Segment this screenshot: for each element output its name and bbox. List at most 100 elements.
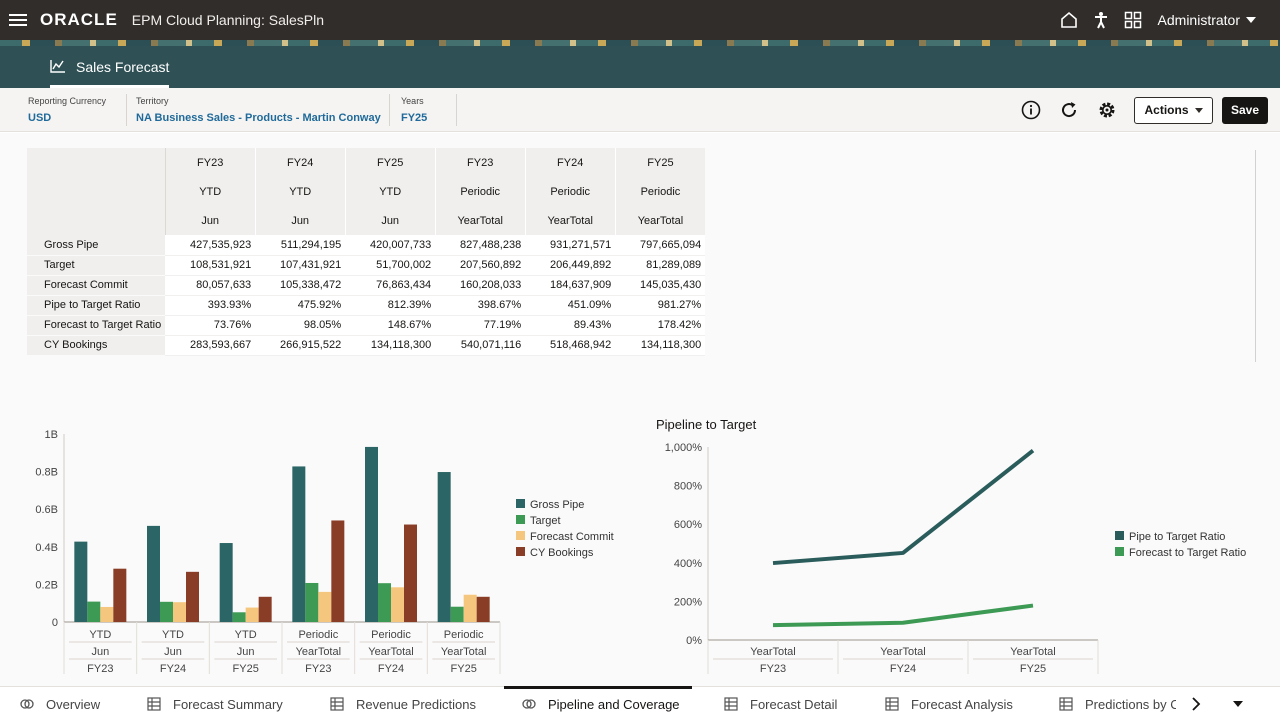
grid-column-header[interactable]: YearTotal	[524, 206, 616, 235]
grid-cell[interactable]: 89.43%	[525, 315, 616, 336]
grid-cell[interactable]: 148.67%	[345, 315, 436, 336]
tab-pipeline-and-coverage[interactable]: Pipeline and Coverage	[504, 686, 692, 720]
pov-value[interactable]: USD	[28, 112, 52, 124]
bar	[404, 524, 417, 622]
tab-forecast-summary[interactable]: Forecast Summary	[147, 687, 283, 720]
tab-sales-forecast[interactable]: Sales Forecast	[50, 46, 170, 88]
grid-row-header[interactable]: Forecast to Target Ratio	[27, 315, 166, 336]
pipeline-icon	[20, 697, 34, 711]
grid-cell[interactable]: 451.09%	[525, 295, 616, 316]
grid-column-header[interactable]: YTD	[164, 177, 256, 206]
grid-cell[interactable]: 518,468,942	[525, 335, 616, 356]
grid-cell[interactable]: 80,057,633	[165, 275, 256, 296]
pov-reporting-currency[interactable]: Reporting Currency USD	[28, 96, 106, 124]
home-icon[interactable]	[1058, 9, 1080, 31]
grid-cell[interactable]: 827,488,238	[435, 235, 526, 256]
grid-row-header[interactable]: Pipe to Target Ratio	[27, 295, 166, 316]
grid-column-header[interactable]: Periodic	[614, 177, 706, 206]
grid-cell[interactable]: 134,118,300	[345, 335, 436, 356]
save-button[interactable]: Save	[1222, 96, 1268, 124]
grid-column-header[interactable]: Periodic	[524, 177, 616, 206]
grid-cell[interactable]: 266,915,522	[255, 335, 346, 356]
grid-cell[interactable]: 393.93%	[165, 295, 256, 316]
grid-cell[interactable]: 178.42%	[615, 315, 706, 336]
tab-forecast-detail[interactable]: Forecast Detail	[724, 687, 837, 720]
grid-cell[interactable]: 51,700,002	[345, 255, 436, 276]
grid-row-header[interactable]: CY Bookings	[27, 335, 166, 356]
tab-overflow-icon[interactable]	[1230, 695, 1246, 713]
grid-column-header[interactable]: FY24	[524, 148, 616, 177]
grid-cell[interactable]: 206,449,892	[525, 255, 616, 276]
y-tick-label: 0	[52, 617, 58, 629]
grid-row-header[interactable]: Target	[27, 255, 166, 276]
pov-value[interactable]: FY25	[401, 112, 428, 124]
grid-cell[interactable]: 145,035,430	[615, 275, 706, 296]
grid-column-header[interactable]: Jun	[344, 206, 436, 235]
grid-cell[interactable]: 184,637,909	[525, 275, 616, 296]
grid-cell[interactable]: 283,593,667	[165, 335, 256, 356]
actions-button[interactable]: Actions	[1134, 96, 1213, 124]
grid-column-header[interactable]: YTD	[254, 177, 346, 206]
grid-cell[interactable]: 73.76%	[165, 315, 256, 336]
grid-cell[interactable]: 398.67%	[435, 295, 526, 316]
hamburger-menu-icon[interactable]	[9, 14, 27, 26]
grid-cell[interactable]: 420,007,733	[345, 235, 436, 256]
grid-cell[interactable]: 797,665,094	[615, 235, 706, 256]
grid-cell[interactable]: 511,294,195	[255, 235, 346, 256]
gear-icon[interactable]	[1096, 99, 1118, 121]
grid-column-header[interactable]: Periodic	[434, 177, 526, 206]
tab-overview[interactable]: Overview	[20, 687, 100, 720]
tab-revenue-predictions[interactable]: Revenue Predictions	[330, 687, 476, 720]
grid-cell[interactable]: 108,531,921	[165, 255, 256, 276]
grid-cell[interactable]: 475.92%	[255, 295, 346, 316]
grid-column-header[interactable]: YearTotal	[434, 206, 526, 235]
y-tick-label: 600%	[674, 519, 702, 531]
grid-cell[interactable]: 105,338,472	[255, 275, 346, 296]
pov-years[interactable]: Years FY25	[401, 96, 427, 124]
grid-column-header[interactable]: FY24	[254, 148, 346, 177]
grid-column-header[interactable]: FY23	[434, 148, 526, 177]
grid-cell[interactable]: 76,863,434	[345, 275, 436, 296]
info-icon[interactable]	[1020, 99, 1042, 121]
legend-label: Forecast to Target Ratio	[1129, 547, 1246, 559]
grid-cell[interactable]: 77.19%	[435, 315, 526, 336]
grid-cell[interactable]: 427,535,923	[165, 235, 256, 256]
accessibility-icon[interactable]	[1090, 9, 1112, 31]
grid-cell[interactable]: 931,271,571	[525, 235, 616, 256]
grid-cell[interactable]: 134,118,300	[615, 335, 706, 356]
grid-cell[interactable]: 81,289,089	[615, 255, 706, 276]
navigator-grid-icon[interactable]	[1122, 9, 1144, 31]
grid-column-header[interactable]: YearTotal	[614, 206, 706, 235]
user-menu[interactable]: Administrator	[1158, 12, 1256, 28]
chevron-down-icon	[1246, 17, 1256, 23]
y-tick-label: 800%	[674, 481, 702, 493]
user-name: Administrator	[1157, 12, 1240, 28]
grid-cell[interactable]: 540,071,116	[435, 335, 526, 356]
grid-column-header[interactable]: FY25	[614, 148, 706, 177]
grid-cell[interactable]: 160,208,033	[435, 275, 526, 296]
grid-cell[interactable]: 981.27%	[615, 295, 706, 316]
chart-title: Pipeline to Target	[656, 417, 757, 432]
refresh-icon[interactable]	[1058, 99, 1080, 121]
vertical-scrollbar[interactable]	[1255, 150, 1256, 362]
grid-row-header[interactable]: Gross Pipe	[27, 235, 166, 256]
grid-column-header[interactable]: FY25	[344, 148, 436, 177]
grid-column-header[interactable]: Jun	[164, 206, 256, 235]
pov-territory[interactable]: Territory NA Business Sales - Products -…	[136, 96, 381, 124]
chevron-right-icon[interactable]	[1188, 695, 1204, 713]
grid-cell[interactable]: 98.05%	[255, 315, 346, 336]
grid-column-header[interactable]: YTD	[344, 177, 436, 206]
pov-label: Territory	[136, 96, 169, 106]
grid-column-header[interactable]: FY23	[164, 148, 256, 177]
tab-predictions-by-c[interactable]: Predictions by C	[1059, 687, 1176, 720]
pov-value[interactable]: NA Business Sales - Products - Martin Co…	[136, 112, 381, 124]
grid-cell[interactable]: 107,431,921	[255, 255, 346, 276]
grid-column-header[interactable]: Jun	[254, 206, 346, 235]
grid-row-header[interactable]: Forecast Commit	[27, 275, 166, 296]
legend-swatch	[1115, 531, 1124, 540]
grid-cell[interactable]: 812.39%	[345, 295, 436, 316]
grid-cell[interactable]: 207,560,892	[435, 255, 526, 276]
x-tick-label: YTD	[235, 629, 257, 641]
tab-forecast-analysis[interactable]: Forecast Analysis	[885, 687, 1013, 720]
grid-header-row: Jun Jun Jun YearTotal YearTotal YearTotal	[27, 206, 706, 235]
